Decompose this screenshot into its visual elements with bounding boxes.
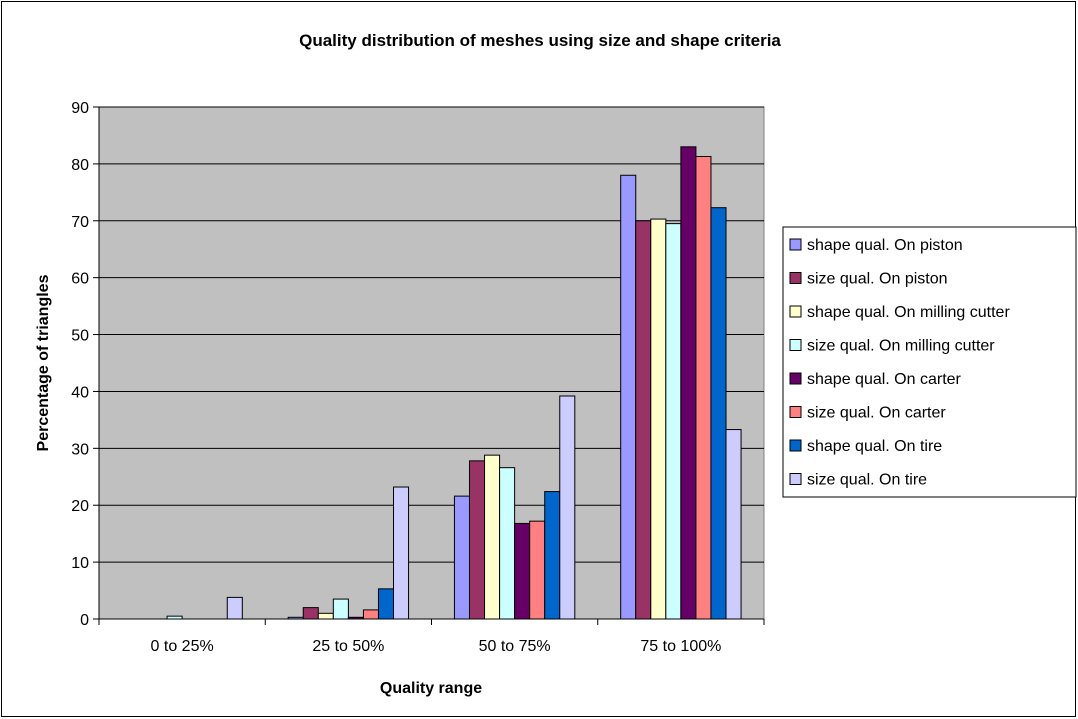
chart-title: Quality distribution of meshes using siz… — [299, 31, 781, 50]
y-tick-label: 50 — [71, 328, 89, 345]
legend-swatch — [789, 439, 802, 452]
bar — [680, 146, 697, 620]
legend-swatch — [789, 406, 802, 418]
legend-label: shape qual. On milling cutter — [807, 304, 1010, 321]
y-axis-label: Percentage of triangles — [35, 274, 52, 451]
bar — [226, 596, 243, 620]
legend-label: size qual. On piston — [807, 271, 948, 288]
x-tick-label: 25 to 50% — [312, 638, 384, 655]
x-tick-label: 0 to 25% — [151, 638, 214, 655]
bar — [529, 520, 546, 620]
y-tick-label: 10 — [71, 555, 89, 572]
legend-label: size qual. On carter — [807, 405, 946, 422]
y-tick-label: 80 — [71, 157, 89, 174]
x-tick-label: 75 to 100% — [640, 638, 721, 655]
legend-swatch — [789, 372, 802, 385]
legend-swatch — [789, 272, 802, 284]
legend-label: size qual. On milling cutter — [807, 338, 995, 355]
bar — [302, 607, 319, 620]
legend-label: shape qual. On carter — [807, 371, 962, 388]
bar — [544, 491, 561, 620]
bar — [453, 495, 470, 620]
bar — [620, 174, 637, 620]
legend-box — [782, 226, 1077, 498]
bar — [393, 486, 410, 620]
y-tick-label: 20 — [71, 498, 89, 515]
bar — [332, 598, 349, 620]
legend-swatch — [789, 339, 802, 351]
legend-swatch — [789, 305, 802, 318]
y-tick-label: 60 — [71, 271, 89, 288]
bar — [665, 223, 682, 620]
bar — [484, 454, 501, 620]
bar — [514, 522, 531, 620]
bar — [650, 218, 667, 620]
bar — [635, 220, 652, 620]
legend-label: shape qual. On piston — [807, 237, 963, 254]
bar — [317, 612, 334, 620]
bar — [695, 155, 712, 620]
legend-label: size qual. On tire — [807, 472, 927, 489]
legend-swatch — [789, 238, 802, 251]
bar — [710, 207, 727, 620]
x-axis-label: Quality range — [380, 680, 482, 697]
bar — [377, 588, 395, 620]
bar — [725, 429, 742, 620]
legend-items: shape qual. On piston size qual. On pisto… — [789, 237, 1010, 489]
legend-swatch — [789, 473, 802, 485]
axes: 0 10 20 30 40 50 60 70 80 90 0 to 25% 25 to 50% 50 t… — [71, 100, 765, 655]
x-tick-label: 50 to 75% — [479, 638, 551, 655]
y-tick-label: 40 — [71, 384, 89, 401]
bar — [468, 460, 486, 620]
y-tick-label: 30 — [71, 441, 89, 458]
y-tick-label: 90 — [71, 100, 89, 117]
bar — [559, 395, 576, 620]
legend-label: shape qual. On tire — [807, 438, 942, 455]
legend: shape qual. On piston size qual. On pisto… — [782, 226, 1077, 498]
y-tick-label: 70 — [71, 214, 89, 231]
bars-group — [166, 146, 742, 620]
bar — [362, 609, 379, 620]
bar — [499, 467, 516, 620]
y-tick-label: 0 — [80, 612, 89, 629]
